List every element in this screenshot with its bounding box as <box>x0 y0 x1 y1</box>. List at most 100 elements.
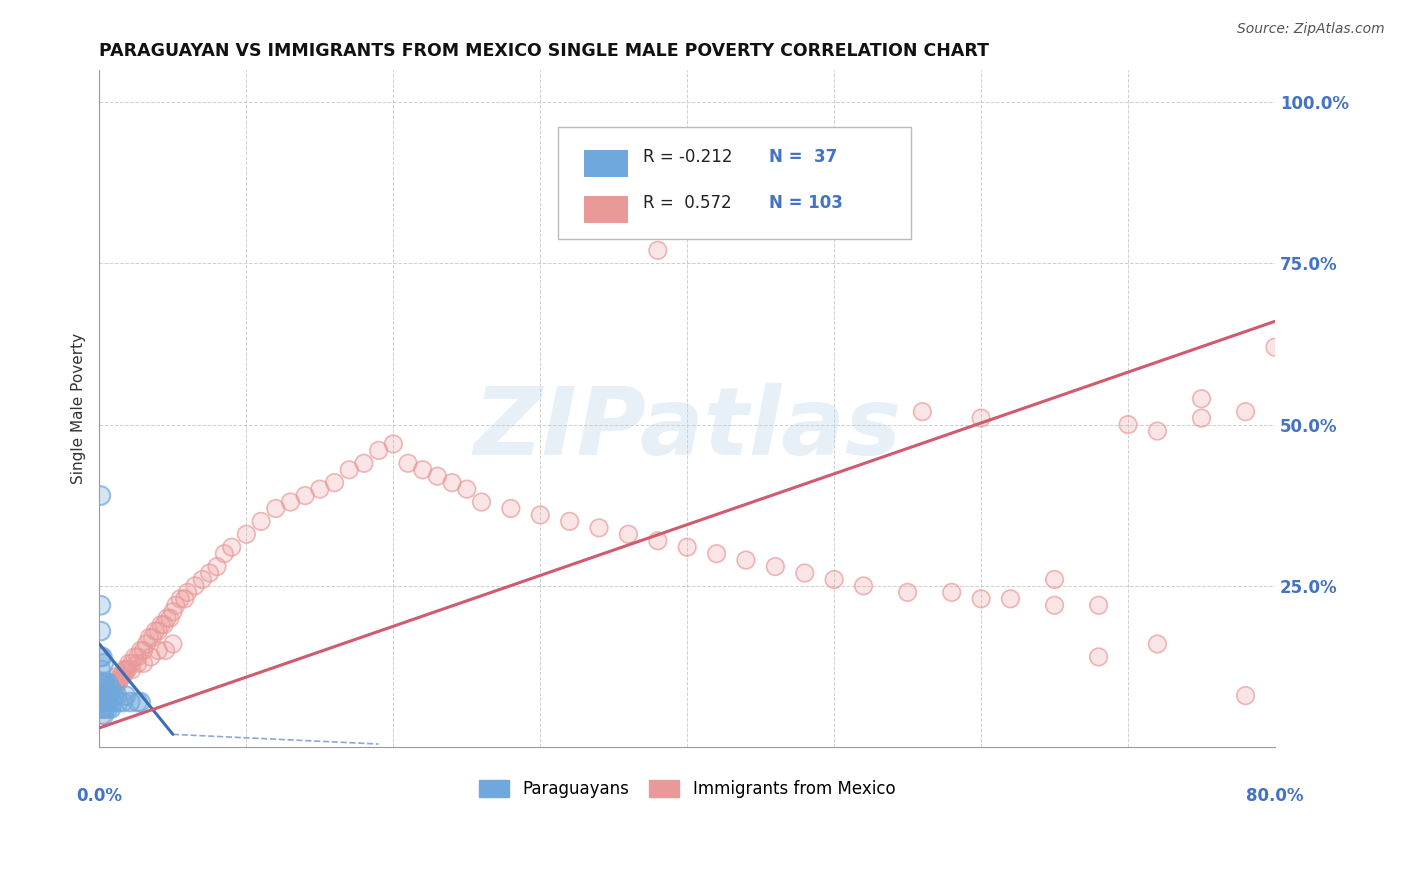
Point <box>529 508 551 522</box>
Point <box>93 695 115 709</box>
Point <box>124 649 146 664</box>
Point <box>100 682 122 697</box>
Point <box>139 649 162 664</box>
Point <box>1087 599 1109 613</box>
Point <box>941 585 963 599</box>
Point <box>184 579 207 593</box>
Point <box>104 675 127 690</box>
Point <box>897 585 920 599</box>
Point <box>911 405 934 419</box>
Point <box>250 515 273 529</box>
Point <box>103 675 125 690</box>
Point <box>135 637 157 651</box>
Point <box>308 482 330 496</box>
Point <box>90 624 112 639</box>
Point <box>763 559 786 574</box>
Point <box>911 405 934 419</box>
Point <box>111 669 134 683</box>
Point <box>90 649 112 664</box>
Point <box>588 521 610 535</box>
Point <box>107 695 129 709</box>
Point <box>105 689 128 703</box>
Point <box>1264 340 1286 354</box>
Point <box>191 573 214 587</box>
Point <box>617 527 640 541</box>
Point <box>100 701 122 715</box>
Point <box>101 682 124 697</box>
Point <box>110 669 132 683</box>
Point <box>162 605 184 619</box>
Point <box>100 675 122 690</box>
Point <box>153 617 176 632</box>
Point <box>159 611 181 625</box>
Point <box>112 663 135 677</box>
Point <box>101 695 124 709</box>
Point <box>98 695 121 709</box>
Point <box>115 663 138 677</box>
Point <box>127 649 149 664</box>
Point <box>129 695 152 709</box>
Point <box>91 708 114 723</box>
Point <box>169 591 191 606</box>
Point <box>91 649 114 664</box>
Point <box>1146 424 1168 438</box>
Point <box>115 689 138 703</box>
Point <box>90 675 112 690</box>
Point <box>169 591 191 606</box>
Point <box>138 631 160 645</box>
Point <box>1146 424 1168 438</box>
Point <box>103 682 125 697</box>
Point <box>499 501 522 516</box>
Point <box>101 682 124 697</box>
Point <box>970 411 993 425</box>
Point <box>90 701 112 715</box>
Point <box>396 456 419 470</box>
Point <box>221 540 243 554</box>
Point <box>91 701 114 715</box>
Point <box>90 663 112 677</box>
Text: 0.0%: 0.0% <box>76 788 122 805</box>
FancyBboxPatch shape <box>583 196 628 224</box>
Point <box>91 675 114 690</box>
Point <box>91 701 114 715</box>
Point <box>97 675 120 690</box>
Text: R =  0.572: R = 0.572 <box>643 194 731 212</box>
Point <box>93 708 115 723</box>
Point <box>121 657 143 671</box>
Point <box>100 682 122 697</box>
Point <box>100 675 122 690</box>
Point <box>90 689 112 703</box>
Point <box>1191 392 1213 406</box>
Point <box>98 695 121 709</box>
Point <box>1234 689 1257 703</box>
Point <box>141 631 163 645</box>
Point <box>93 695 115 709</box>
Point <box>117 663 139 677</box>
Point <box>118 657 141 671</box>
Point <box>110 669 132 683</box>
Point <box>141 631 163 645</box>
Point <box>162 637 184 651</box>
Point <box>93 695 115 709</box>
Point <box>412 463 434 477</box>
Point <box>706 547 728 561</box>
Point <box>148 624 170 639</box>
Point <box>1234 405 1257 419</box>
Point <box>970 411 993 425</box>
Text: 80.0%: 80.0% <box>1246 788 1303 805</box>
Point <box>121 663 143 677</box>
Point <box>108 669 131 683</box>
Point <box>1000 591 1022 606</box>
Point <box>94 689 117 703</box>
Point <box>98 689 121 703</box>
Point <box>115 663 138 677</box>
Point <box>93 657 115 671</box>
Point <box>823 573 845 587</box>
Point <box>793 566 815 580</box>
Point <box>1146 637 1168 651</box>
Point <box>1191 392 1213 406</box>
Point <box>1087 649 1109 664</box>
Point <box>91 649 114 664</box>
Point <box>148 643 170 657</box>
Point <box>173 591 195 606</box>
